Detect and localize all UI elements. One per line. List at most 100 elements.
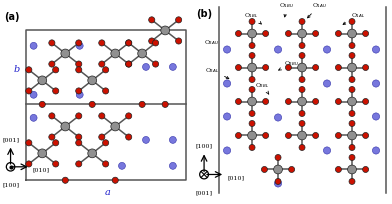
- Circle shape: [76, 43, 83, 50]
- Circle shape: [299, 87, 305, 93]
- Circle shape: [49, 113, 55, 119]
- Circle shape: [299, 77, 305, 83]
- Circle shape: [248, 30, 256, 39]
- Circle shape: [223, 81, 230, 88]
- Circle shape: [349, 155, 355, 161]
- Circle shape: [236, 31, 241, 37]
- Circle shape: [349, 43, 355, 49]
- Circle shape: [143, 137, 149, 144]
- Circle shape: [49, 134, 55, 140]
- Circle shape: [348, 165, 356, 174]
- Circle shape: [298, 131, 307, 140]
- Circle shape: [336, 133, 341, 139]
- Circle shape: [76, 134, 82, 140]
- Circle shape: [336, 167, 341, 173]
- Circle shape: [149, 39, 155, 45]
- Circle shape: [26, 88, 32, 94]
- Text: [010]: [010]: [227, 174, 244, 179]
- Circle shape: [348, 98, 356, 106]
- Circle shape: [103, 67, 109, 73]
- Circle shape: [363, 167, 368, 173]
- Circle shape: [236, 133, 241, 139]
- Text: b: b: [14, 65, 20, 74]
- Circle shape: [299, 43, 305, 49]
- Circle shape: [103, 140, 109, 146]
- Circle shape: [261, 167, 267, 173]
- Circle shape: [76, 41, 82, 47]
- Circle shape: [349, 77, 355, 83]
- Circle shape: [349, 111, 355, 117]
- Circle shape: [176, 18, 182, 24]
- Circle shape: [223, 113, 230, 121]
- Circle shape: [285, 65, 291, 71]
- Circle shape: [138, 50, 147, 59]
- Circle shape: [323, 81, 330, 88]
- Circle shape: [111, 50, 120, 59]
- Circle shape: [372, 147, 379, 154]
- Circle shape: [76, 140, 82, 146]
- Circle shape: [313, 133, 319, 139]
- Circle shape: [125, 62, 132, 68]
- Circle shape: [118, 163, 125, 170]
- Text: [001]: [001]: [196, 190, 212, 194]
- Circle shape: [53, 67, 59, 73]
- Circle shape: [285, 31, 291, 37]
- Circle shape: [112, 177, 118, 183]
- Circle shape: [99, 62, 105, 68]
- Circle shape: [161, 27, 170, 36]
- Circle shape: [363, 99, 368, 105]
- Text: O$_{1BU}$: O$_{1BU}$: [279, 1, 295, 18]
- Circle shape: [249, 111, 255, 117]
- Circle shape: [103, 161, 109, 167]
- Circle shape: [299, 53, 305, 59]
- Circle shape: [299, 19, 305, 26]
- Circle shape: [99, 41, 105, 47]
- Circle shape: [76, 88, 82, 94]
- Text: [100]: [100]: [196, 143, 212, 148]
- Circle shape: [348, 64, 356, 73]
- Circle shape: [162, 102, 168, 108]
- Circle shape: [30, 115, 37, 122]
- Circle shape: [274, 47, 281, 54]
- Text: O$_{1AL}$: O$_{1AL}$: [343, 11, 365, 25]
- Circle shape: [125, 134, 132, 140]
- Circle shape: [349, 87, 355, 93]
- Text: a: a: [105, 187, 111, 196]
- Circle shape: [263, 133, 269, 139]
- Text: O$_{2AU}$: O$_{2AU}$: [204, 38, 229, 51]
- Circle shape: [61, 50, 70, 59]
- Circle shape: [274, 165, 283, 174]
- Circle shape: [275, 155, 281, 161]
- Text: (b): (b): [196, 9, 212, 18]
- Circle shape: [169, 137, 176, 144]
- Circle shape: [313, 65, 319, 71]
- Circle shape: [169, 64, 176, 71]
- Circle shape: [26, 67, 32, 73]
- Circle shape: [349, 121, 355, 127]
- Circle shape: [263, 65, 269, 71]
- Circle shape: [53, 161, 59, 167]
- Circle shape: [76, 67, 82, 73]
- Circle shape: [349, 19, 355, 26]
- Circle shape: [89, 102, 95, 108]
- Circle shape: [298, 64, 307, 73]
- Circle shape: [53, 88, 59, 94]
- Circle shape: [263, 99, 269, 105]
- Circle shape: [372, 81, 379, 88]
- Circle shape: [275, 178, 281, 185]
- Circle shape: [143, 64, 149, 71]
- Text: O$_{1AU}$: O$_{1AU}$: [308, 1, 328, 19]
- Circle shape: [26, 140, 32, 146]
- Circle shape: [336, 65, 341, 71]
- Circle shape: [152, 62, 159, 68]
- Circle shape: [169, 163, 176, 170]
- Circle shape: [38, 149, 47, 158]
- Circle shape: [348, 30, 356, 39]
- Circle shape: [103, 88, 109, 94]
- Circle shape: [99, 113, 105, 119]
- Circle shape: [249, 87, 255, 93]
- Circle shape: [336, 31, 341, 37]
- Text: (a): (a): [4, 12, 19, 22]
- Circle shape: [249, 145, 255, 151]
- Circle shape: [285, 99, 291, 105]
